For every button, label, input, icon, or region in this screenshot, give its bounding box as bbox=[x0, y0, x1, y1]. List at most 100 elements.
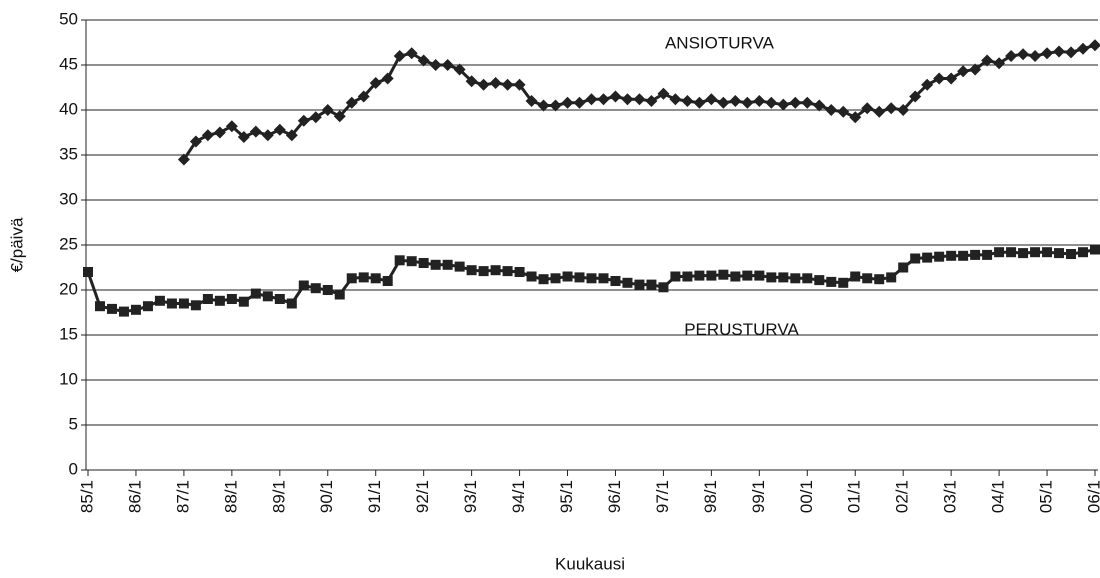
y-tick-label: 10 bbox=[59, 369, 78, 388]
point bbox=[801, 96, 814, 109]
point bbox=[609, 90, 622, 103]
point bbox=[681, 95, 694, 107]
point bbox=[573, 96, 586, 109]
point bbox=[946, 250, 957, 261]
point bbox=[910, 253, 921, 264]
point bbox=[1089, 39, 1100, 52]
point bbox=[477, 78, 490, 91]
point bbox=[1054, 248, 1065, 259]
point bbox=[862, 273, 873, 284]
point bbox=[1065, 46, 1078, 59]
point bbox=[525, 95, 538, 107]
point bbox=[225, 120, 238, 133]
point bbox=[694, 270, 705, 281]
point bbox=[562, 271, 573, 282]
point bbox=[394, 255, 405, 266]
x-tick-label: 89/1 bbox=[269, 480, 288, 513]
point bbox=[297, 114, 310, 127]
point bbox=[730, 271, 741, 282]
x-tick-label: 95/1 bbox=[557, 480, 576, 513]
point bbox=[1030, 247, 1041, 258]
point bbox=[178, 298, 189, 309]
point bbox=[346, 273, 357, 284]
y-tick-label: 35 bbox=[59, 144, 78, 163]
point bbox=[154, 295, 165, 306]
y-tick-label: 25 bbox=[59, 234, 78, 253]
point bbox=[645, 95, 658, 107]
x-tick-label: 03/1 bbox=[941, 480, 960, 513]
point bbox=[682, 271, 693, 282]
x-tick-label: 99/1 bbox=[749, 480, 768, 513]
point bbox=[706, 270, 717, 281]
point bbox=[778, 272, 789, 283]
y-tick-label: 0 bbox=[69, 459, 78, 478]
point bbox=[441, 59, 454, 71]
point bbox=[466, 265, 477, 276]
point bbox=[969, 63, 982, 76]
point bbox=[465, 75, 478, 88]
point bbox=[741, 96, 754, 109]
point bbox=[754, 270, 765, 281]
point bbox=[274, 294, 285, 304]
point bbox=[898, 262, 909, 273]
point bbox=[1042, 247, 1053, 258]
x-tick-label: 04/1 bbox=[989, 480, 1008, 513]
point bbox=[1018, 248, 1029, 259]
point bbox=[670, 271, 681, 282]
y-tick-label: 50 bbox=[59, 9, 78, 28]
y-tick-label: 40 bbox=[59, 99, 78, 118]
point bbox=[825, 104, 838, 116]
point bbox=[238, 296, 249, 307]
y-tick-label: 20 bbox=[59, 279, 78, 298]
point bbox=[249, 125, 262, 138]
point bbox=[634, 279, 645, 290]
point bbox=[214, 295, 225, 306]
point bbox=[886, 272, 897, 283]
point bbox=[358, 272, 369, 283]
point bbox=[1090, 244, 1100, 255]
point bbox=[501, 78, 514, 91]
point bbox=[322, 285, 333, 295]
point bbox=[202, 294, 213, 304]
point bbox=[370, 273, 381, 284]
point bbox=[489, 77, 502, 89]
point bbox=[177, 153, 190, 166]
point bbox=[610, 276, 621, 286]
point bbox=[333, 110, 346, 123]
point bbox=[369, 77, 382, 89]
y-tick-label: 5 bbox=[69, 414, 78, 433]
point bbox=[705, 93, 718, 106]
series-label: PERUSTURVA bbox=[684, 320, 799, 339]
y-axis-label: €/päivä bbox=[7, 217, 26, 272]
x-tick-label: 00/1 bbox=[797, 480, 816, 513]
point bbox=[861, 102, 874, 115]
point bbox=[285, 129, 298, 142]
point bbox=[982, 249, 993, 260]
point bbox=[418, 258, 429, 268]
point bbox=[874, 274, 885, 285]
point bbox=[753, 95, 766, 107]
point bbox=[345, 96, 358, 109]
point bbox=[142, 301, 153, 312]
point bbox=[621, 93, 634, 106]
point bbox=[454, 261, 465, 272]
x-tick-label: 06/1 bbox=[1084, 480, 1100, 513]
point bbox=[657, 87, 670, 100]
x-tick-label: 90/1 bbox=[317, 480, 336, 513]
point bbox=[1006, 247, 1017, 258]
point bbox=[226, 294, 237, 304]
point bbox=[777, 98, 790, 111]
point bbox=[921, 78, 934, 91]
point bbox=[934, 251, 945, 262]
point bbox=[1041, 47, 1054, 60]
point bbox=[598, 273, 609, 284]
x-tick-label: 01/1 bbox=[845, 480, 864, 513]
point bbox=[321, 104, 334, 116]
point bbox=[429, 59, 442, 71]
point bbox=[537, 99, 550, 112]
x-tick-label: 86/1 bbox=[125, 480, 144, 513]
point bbox=[849, 111, 862, 124]
point bbox=[118, 306, 129, 317]
point bbox=[970, 249, 981, 260]
point bbox=[1029, 50, 1042, 62]
